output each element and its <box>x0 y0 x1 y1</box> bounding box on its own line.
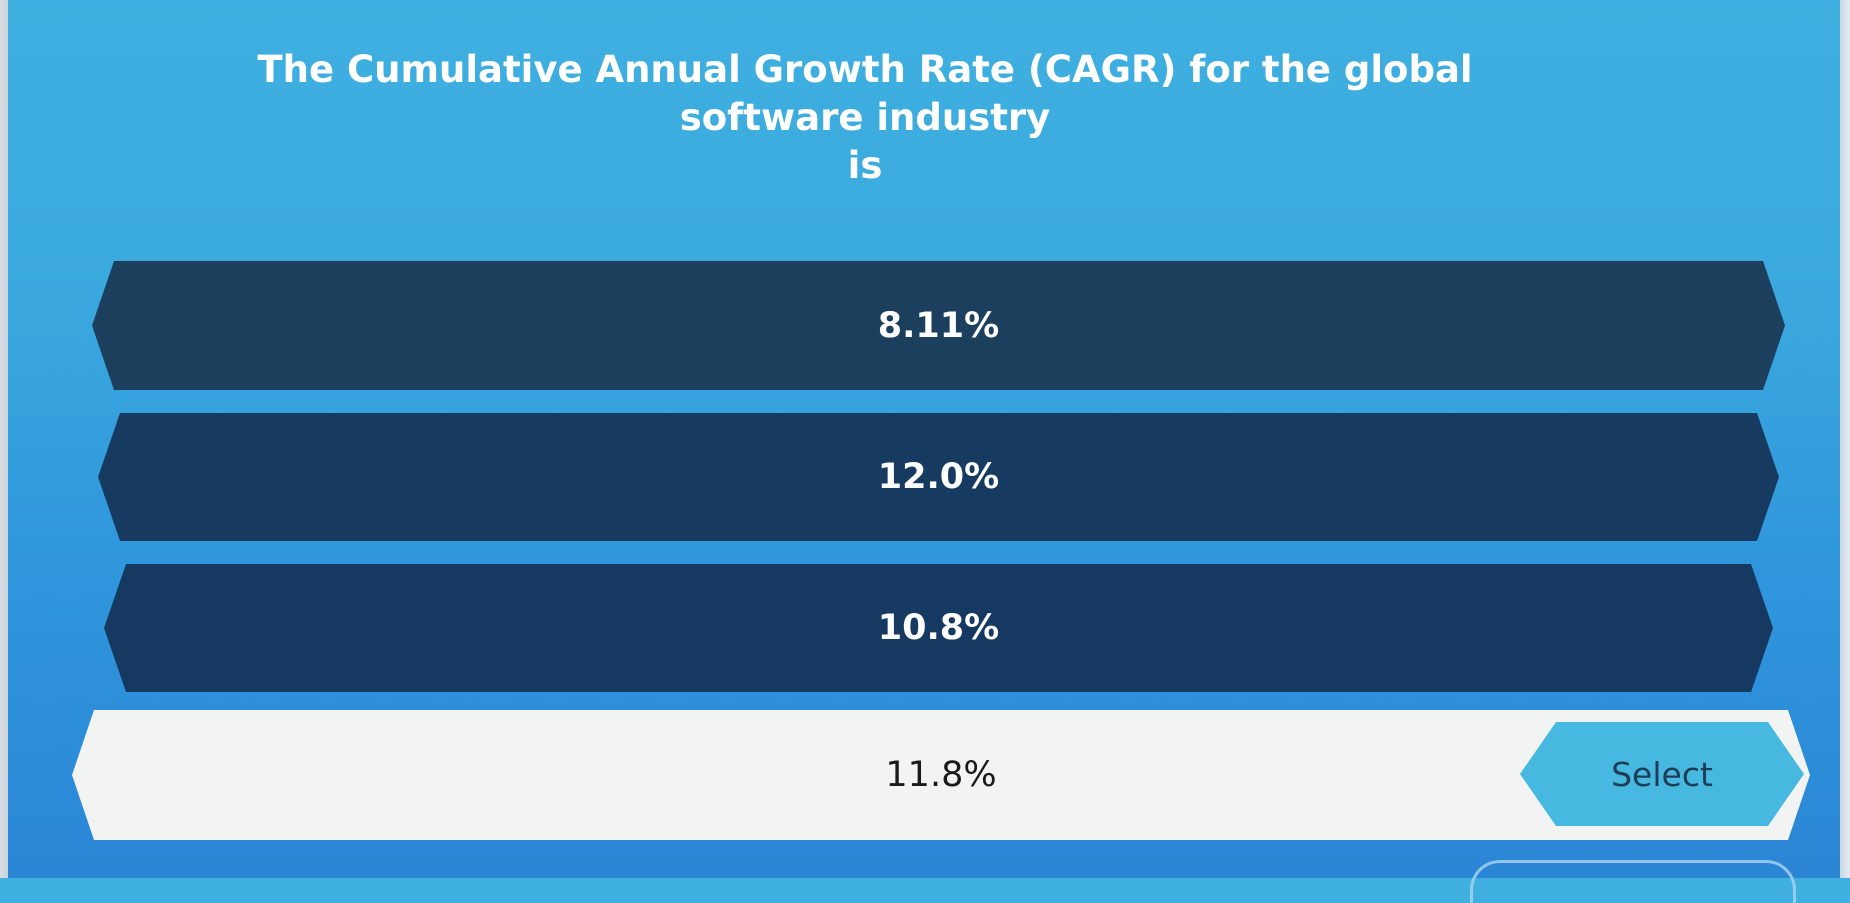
question-line-2: is <box>847 144 883 187</box>
select-button[interactable]: Select <box>1520 722 1804 826</box>
question-line-1: The Cumulative Annual Growth Rate (CAGR)… <box>257 48 1473 139</box>
answer-option-1[interactable]: 8.11% <box>92 261 1785 390</box>
answer-option-2[interactable]: 12.0% <box>98 413 1779 541</box>
answer-option-label: 10.8% <box>877 608 1000 648</box>
question-text: The Cumulative Annual Growth Rate (CAGR)… <box>200 46 1530 190</box>
answer-option-label: 12.0% <box>877 457 1000 497</box>
answer-option-label: 8.11% <box>877 305 1000 346</box>
answer-option-3[interactable]: 10.8% <box>104 564 1773 692</box>
select-button-label: Select <box>1611 754 1713 794</box>
answer-option-4-selected[interactable]: 11.8% <box>72 710 1810 840</box>
next-button-partial[interactable] <box>1470 860 1796 903</box>
screen-bezel-left <box>0 0 8 878</box>
screen-bezel-right <box>1840 0 1850 878</box>
answer-option-label: 11.8% <box>885 755 997 795</box>
